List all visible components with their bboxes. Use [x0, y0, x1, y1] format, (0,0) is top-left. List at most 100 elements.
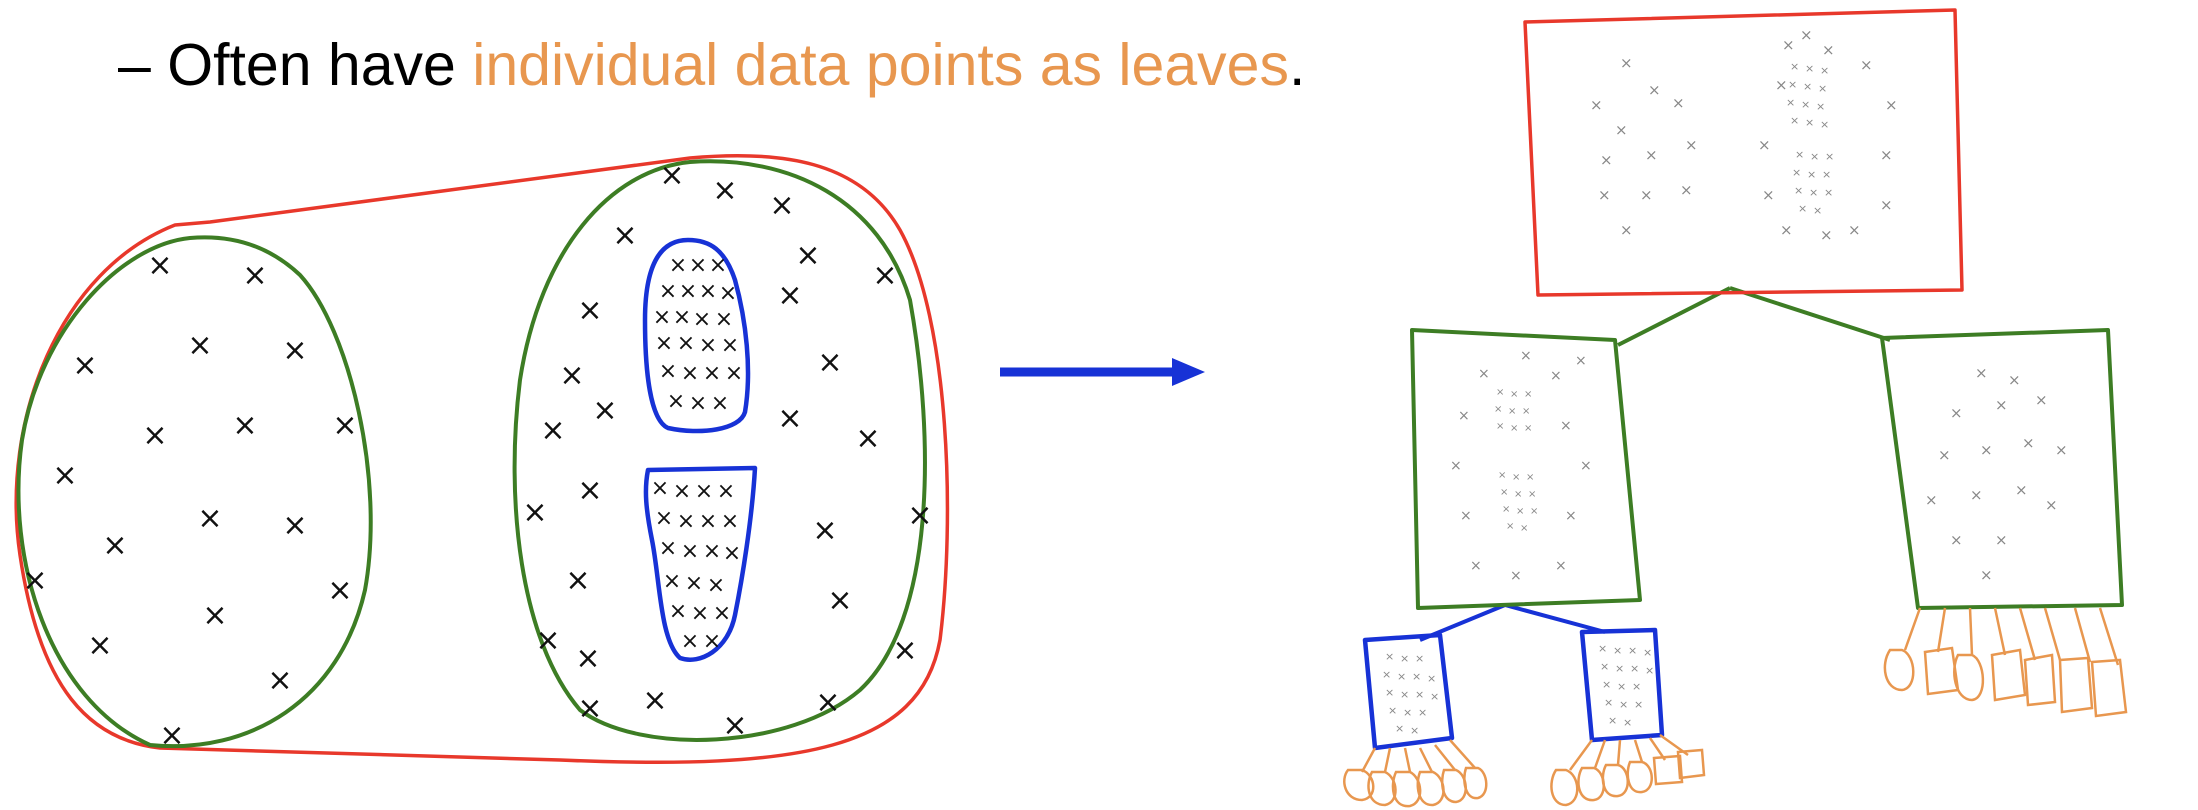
bullet-suffix: . [1288, 32, 1306, 98]
svg-text:×: × [1620, 221, 1633, 239]
svg-text:×: × [2055, 441, 2068, 459]
svg-text:×: × [725, 361, 743, 386]
svg-text:×: × [1975, 364, 1988, 382]
svg-text:×: × [1526, 472, 1534, 483]
tree-edge-root-left [1617, 286, 1731, 347]
svg-text:×: × [1522, 406, 1530, 417]
upper-subcluster-points: × × × × × × × × × × × × × × × × × × × × × × [653, 253, 743, 416]
svg-text:×: × [1820, 64, 1829, 77]
svg-text:×: × [1980, 441, 1993, 459]
tree-left-child-node [1410, 328, 1642, 610]
svg-text:×: × [1643, 646, 1652, 659]
tree-edge-root-right [1729, 286, 1891, 342]
svg-text:×: × [827, 583, 852, 618]
bullet-line: – Often have individual data points as l… [118, 30, 1305, 101]
right-cluster-outline [512, 159, 927, 742]
svg-text:×: × [1619, 698, 1628, 711]
svg-text:×: × [1502, 504, 1510, 515]
svg-text:×: × [1820, 226, 1833, 244]
svg-text:×: × [669, 599, 687, 624]
svg-text:×: × [577, 473, 602, 508]
svg-text:×: × [1510, 423, 1518, 434]
svg-text:×: × [653, 305, 671, 330]
svg-text:×: × [699, 509, 717, 534]
svg-text:×: × [677, 331, 695, 356]
svg-text:×: × [713, 601, 731, 626]
svg-text:×: × [1608, 714, 1617, 727]
svg-text:×: × [1575, 353, 1587, 369]
svg-text:×: × [575, 641, 600, 676]
svg-text:×: × [1762, 186, 1775, 204]
bullet-dash: – [118, 32, 151, 98]
svg-text:×: × [711, 391, 729, 416]
svg-text:×: × [1604, 696, 1613, 709]
svg-text:×: × [1860, 56, 1873, 74]
svg-text:×: × [892, 633, 917, 668]
svg-text:×: × [699, 279, 717, 304]
svg-text:×: × [722, 708, 747, 743]
svg-text:×: × [1430, 690, 1439, 703]
svg-text:×: × [577, 691, 602, 726]
svg-text:×: × [1450, 458, 1462, 474]
tree-right-child-node [1880, 328, 2124, 610]
svg-text:×: × [669, 253, 687, 278]
svg-text:×: × [1980, 566, 1993, 584]
svg-text:×: × [1813, 204, 1822, 217]
svg-text:×: × [1795, 148, 1804, 161]
svg-text:×: × [699, 333, 717, 358]
svg-text:×: × [2035, 391, 2048, 409]
svg-text:×: × [703, 539, 721, 564]
svg-text:×: × [87, 628, 112, 663]
cluster-tree: ××× × ×× ×× × × ×× ×××× ×××× ××× × × × × × × × × ×… [1343, 8, 2128, 808]
upper-subcluster-outline [642, 237, 751, 434]
svg-text:×: × [1794, 184, 1803, 197]
svg-text:×: × [721, 509, 739, 534]
svg-text:×: × [592, 393, 617, 428]
svg-text:×: × [659, 536, 677, 561]
svg-text:×: × [540, 413, 565, 448]
svg-text:×: × [1388, 704, 1397, 717]
svg-text:×: × [1950, 531, 1963, 549]
svg-text:×: × [1514, 489, 1522, 500]
svg-text:×: × [159, 718, 184, 753]
svg-text:×: × [681, 539, 699, 564]
svg-text:×: × [655, 506, 673, 531]
svg-text:×: × [1385, 686, 1394, 699]
svg-text:×: × [1645, 664, 1654, 677]
svg-text:×: × [1496, 387, 1504, 398]
svg-text:×: × [1758, 136, 1771, 154]
svg-text:×: × [1880, 196, 1893, 214]
svg-text:×: × [673, 479, 691, 504]
svg-text:×: × [1805, 62, 1814, 75]
svg-text:×: × [2022, 434, 2035, 452]
svg-text:×: × [1460, 508, 1472, 524]
svg-text:×: × [795, 238, 820, 273]
left-cluster-points: × × × × × × × × × × × × × × × × × × [22, 248, 357, 753]
svg-text:×: × [1598, 186, 1611, 204]
svg-text:×: × [1820, 118, 1829, 131]
svg-text:×: × [1613, 644, 1622, 657]
svg-text:×: × [1385, 650, 1394, 663]
svg-text:×: × [691, 601, 709, 626]
svg-text:×: × [1524, 423, 1532, 434]
svg-text:×: × [1672, 94, 1685, 112]
svg-text:×: × [1512, 472, 1520, 483]
svg-text:×: × [1950, 404, 1963, 422]
svg-text:×: × [1397, 670, 1406, 683]
bullet-prefix: Often have [167, 32, 473, 98]
svg-text:×: × [709, 253, 727, 278]
svg-text:×: × [522, 495, 547, 530]
svg-text:×: × [663, 569, 681, 594]
svg-text:×: × [707, 573, 725, 598]
tree-left-child-points: × × × × × × × × × × × × × [1450, 348, 1592, 584]
svg-text:×: × [1822, 168, 1831, 181]
svg-text:×: × [1800, 26, 1813, 44]
svg-text:×: × [1824, 186, 1833, 199]
svg-text:×: × [1470, 558, 1482, 574]
svg-text:×: × [1508, 406, 1516, 417]
right-cluster-points: × × × × × × × × × × × × × × × × × × × × … [522, 158, 932, 743]
svg-text:×: × [202, 598, 227, 633]
svg-text:×: × [22, 563, 47, 598]
svg-text:×: × [1403, 706, 1412, 719]
